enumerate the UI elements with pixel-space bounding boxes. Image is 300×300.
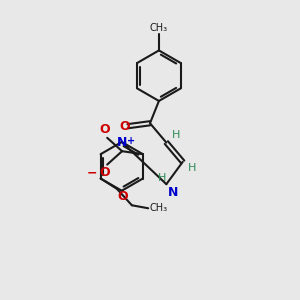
Text: O: O [99,166,110,179]
Text: H: H [188,164,196,173]
Text: CH₃: CH₃ [150,22,168,33]
Text: O: O [119,120,130,133]
Text: CH₃: CH₃ [150,203,168,213]
Text: H: H [172,130,180,140]
Text: −: − [87,166,98,179]
Text: O: O [118,190,128,203]
Text: +: + [128,136,136,146]
Text: N: N [117,136,127,149]
Text: N: N [168,186,178,199]
Text: H: H [158,173,166,183]
Text: O: O [99,123,110,136]
